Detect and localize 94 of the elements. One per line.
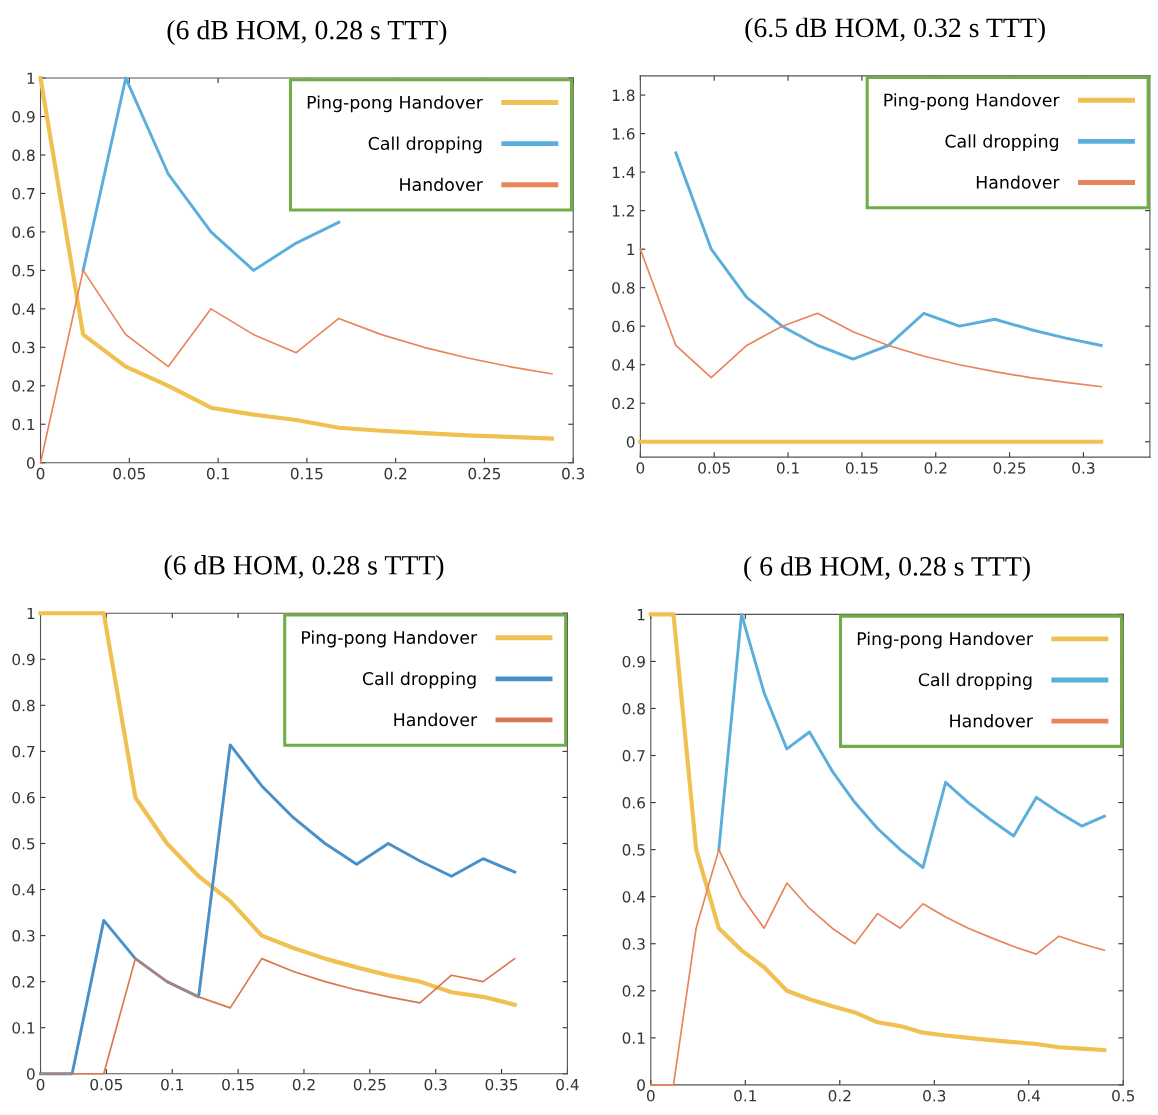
y-tick-label: 0.4 xyxy=(612,359,635,371)
legend-label: Call dropping xyxy=(918,672,1032,690)
y-tick-label: 0.4 xyxy=(622,891,646,903)
legend-label: Call dropping xyxy=(362,671,476,689)
y-tick-label: 0.8 xyxy=(12,149,35,162)
y-tick-label: 0.2 xyxy=(622,985,645,997)
line-series xyxy=(39,269,553,464)
y-tick-label: 0.5 xyxy=(622,844,645,856)
x-tick-label: 0.35 xyxy=(485,1078,518,1091)
x-tick-label: 0.1 xyxy=(734,1090,757,1102)
chart-title: ( 6 dB HOM, 0.28 s TTT) xyxy=(744,556,1030,582)
legend-label: Call dropping xyxy=(368,136,482,154)
y-tick-label: 0.9 xyxy=(12,653,35,666)
x-tick-label: 0.5 xyxy=(1112,1090,1135,1102)
y-tick-label: 0.3 xyxy=(12,930,35,942)
y-tick-label: 0.7 xyxy=(12,187,35,200)
x-tick-label: 0.4 xyxy=(1017,1090,1041,1102)
legend-label: Handover xyxy=(976,175,1060,189)
legend-label: Ping-pong Handover xyxy=(307,95,483,113)
x-tick-label: 0.1 xyxy=(161,1078,183,1091)
x-tick-label: 0.3 xyxy=(562,467,585,480)
line-series xyxy=(648,612,1107,1053)
legend-label: Ping-pong Handover xyxy=(302,630,478,648)
x-tick-label: 0.2 xyxy=(292,1078,315,1091)
y-tick-label: 0.9 xyxy=(622,655,645,668)
y-tick-label: 0 xyxy=(26,1068,35,1080)
y-tick-label: 0.5 xyxy=(12,837,35,850)
legend-label: Handover xyxy=(950,713,1033,728)
y-tick-label: 0.7 xyxy=(622,749,645,762)
line-series xyxy=(38,75,554,441)
x-tick-label: 0.05 xyxy=(698,462,730,474)
y-tick-label: 0.2 xyxy=(12,380,35,392)
chart-title: (6 dB HOM, 0.28 s TTT) xyxy=(164,555,444,581)
y-tick-label: 0.6 xyxy=(12,226,35,238)
y-tick-label: 0 xyxy=(626,436,635,448)
legend-label: Handover xyxy=(400,177,483,192)
x-tick-label: 0.2 xyxy=(384,467,407,480)
y-tick-label: 0.1 xyxy=(622,1032,645,1044)
line-series xyxy=(38,611,517,1007)
y-tick-label: 1.4 xyxy=(612,166,635,178)
y-tick-label: 0.6 xyxy=(612,320,635,333)
y-tick-label: 0.9 xyxy=(12,110,35,123)
y-tick-label: 0.3 xyxy=(622,938,645,950)
y-tick-label: 0.1 xyxy=(12,1022,35,1034)
y-tick-label: 0.6 xyxy=(622,797,645,809)
x-tick-label: 0.05 xyxy=(113,467,145,480)
x-tick-label: 0.15 xyxy=(222,1078,254,1091)
legend-label: Handover xyxy=(394,712,478,727)
y-tick-label: 1.6 xyxy=(612,128,635,140)
legend-label: Ping-pong Handover xyxy=(857,631,1033,649)
x-tick-label: 0.3 xyxy=(424,1078,447,1091)
y-tick-label: 0.2 xyxy=(612,397,634,410)
x-tick-label: 0.25 xyxy=(468,467,501,480)
x-tick-label: 0.25 xyxy=(993,462,1026,474)
y-tick-label: 0.7 xyxy=(12,745,35,758)
y-tick-label: 0.8 xyxy=(12,699,35,712)
y-tick-label: 0.4 xyxy=(12,884,35,896)
x-tick-label: 0 xyxy=(36,1078,45,1091)
y-tick-label: 1 xyxy=(637,609,645,621)
y-tick-label: 0.4 xyxy=(12,303,35,315)
y-tick-label: 1 xyxy=(27,72,35,84)
y-tick-label: 0.8 xyxy=(612,282,635,294)
y-tick-label: 0.8 xyxy=(622,702,645,715)
x-tick-label: 0.3 xyxy=(1072,462,1095,474)
x-tick-label: 0.3 xyxy=(923,1090,946,1102)
x-tick-label: 0.1 xyxy=(776,462,799,474)
x-tick-label: 0.2 xyxy=(924,462,947,474)
line-series xyxy=(717,612,1106,869)
y-tick-label: 0.6 xyxy=(12,791,35,804)
x-tick-label: 0.2 xyxy=(828,1090,851,1102)
chart-title: (6.5 dB HOM, 0.32 s TTT) xyxy=(745,17,1045,43)
x-tick-label: 0.05 xyxy=(90,1078,123,1091)
y-tick-label: 1 xyxy=(27,607,35,620)
x-tick-label: 0.15 xyxy=(845,462,878,474)
chart-title: (6 dB HOM, 0.28 s TTT) xyxy=(167,19,447,46)
y-tick-label: 1.2 xyxy=(612,205,634,217)
y-tick-label: 1.8 xyxy=(612,89,635,102)
y-tick-label: 0.1 xyxy=(12,418,35,431)
x-tick-label: 0.4 xyxy=(556,1078,579,1091)
line-series xyxy=(39,957,516,1075)
x-tick-label: 0 xyxy=(36,467,45,480)
x-tick-label: 0.25 xyxy=(353,1078,386,1091)
x-tick-label: 0.1 xyxy=(206,467,229,480)
y-tick-label: 0.3 xyxy=(12,341,35,354)
x-tick-label: 0.15 xyxy=(290,467,323,480)
y-tick-label: 0.2 xyxy=(12,976,35,988)
y-tick-label: 1 xyxy=(627,243,635,255)
line-series xyxy=(639,248,1102,388)
legend-label: Ping-pong Handover xyxy=(884,93,1060,110)
x-tick-label: 0 xyxy=(646,1090,655,1102)
y-tick-label: 0.5 xyxy=(12,264,35,277)
line-series xyxy=(649,848,1106,1086)
legend-label: Call dropping xyxy=(945,134,1059,152)
line-series xyxy=(674,151,1103,361)
